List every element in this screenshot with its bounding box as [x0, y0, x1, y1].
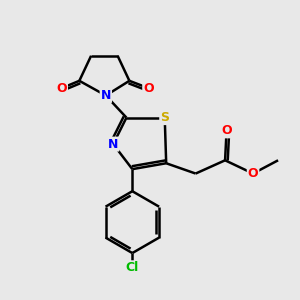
Text: O: O — [248, 167, 258, 180]
Text: O: O — [56, 82, 67, 95]
Text: Cl: Cl — [126, 261, 139, 274]
Text: S: S — [160, 111, 169, 124]
Text: O: O — [221, 124, 232, 137]
Text: N: N — [108, 138, 119, 151]
Text: N: N — [100, 89, 111, 102]
Text: O: O — [143, 82, 154, 95]
